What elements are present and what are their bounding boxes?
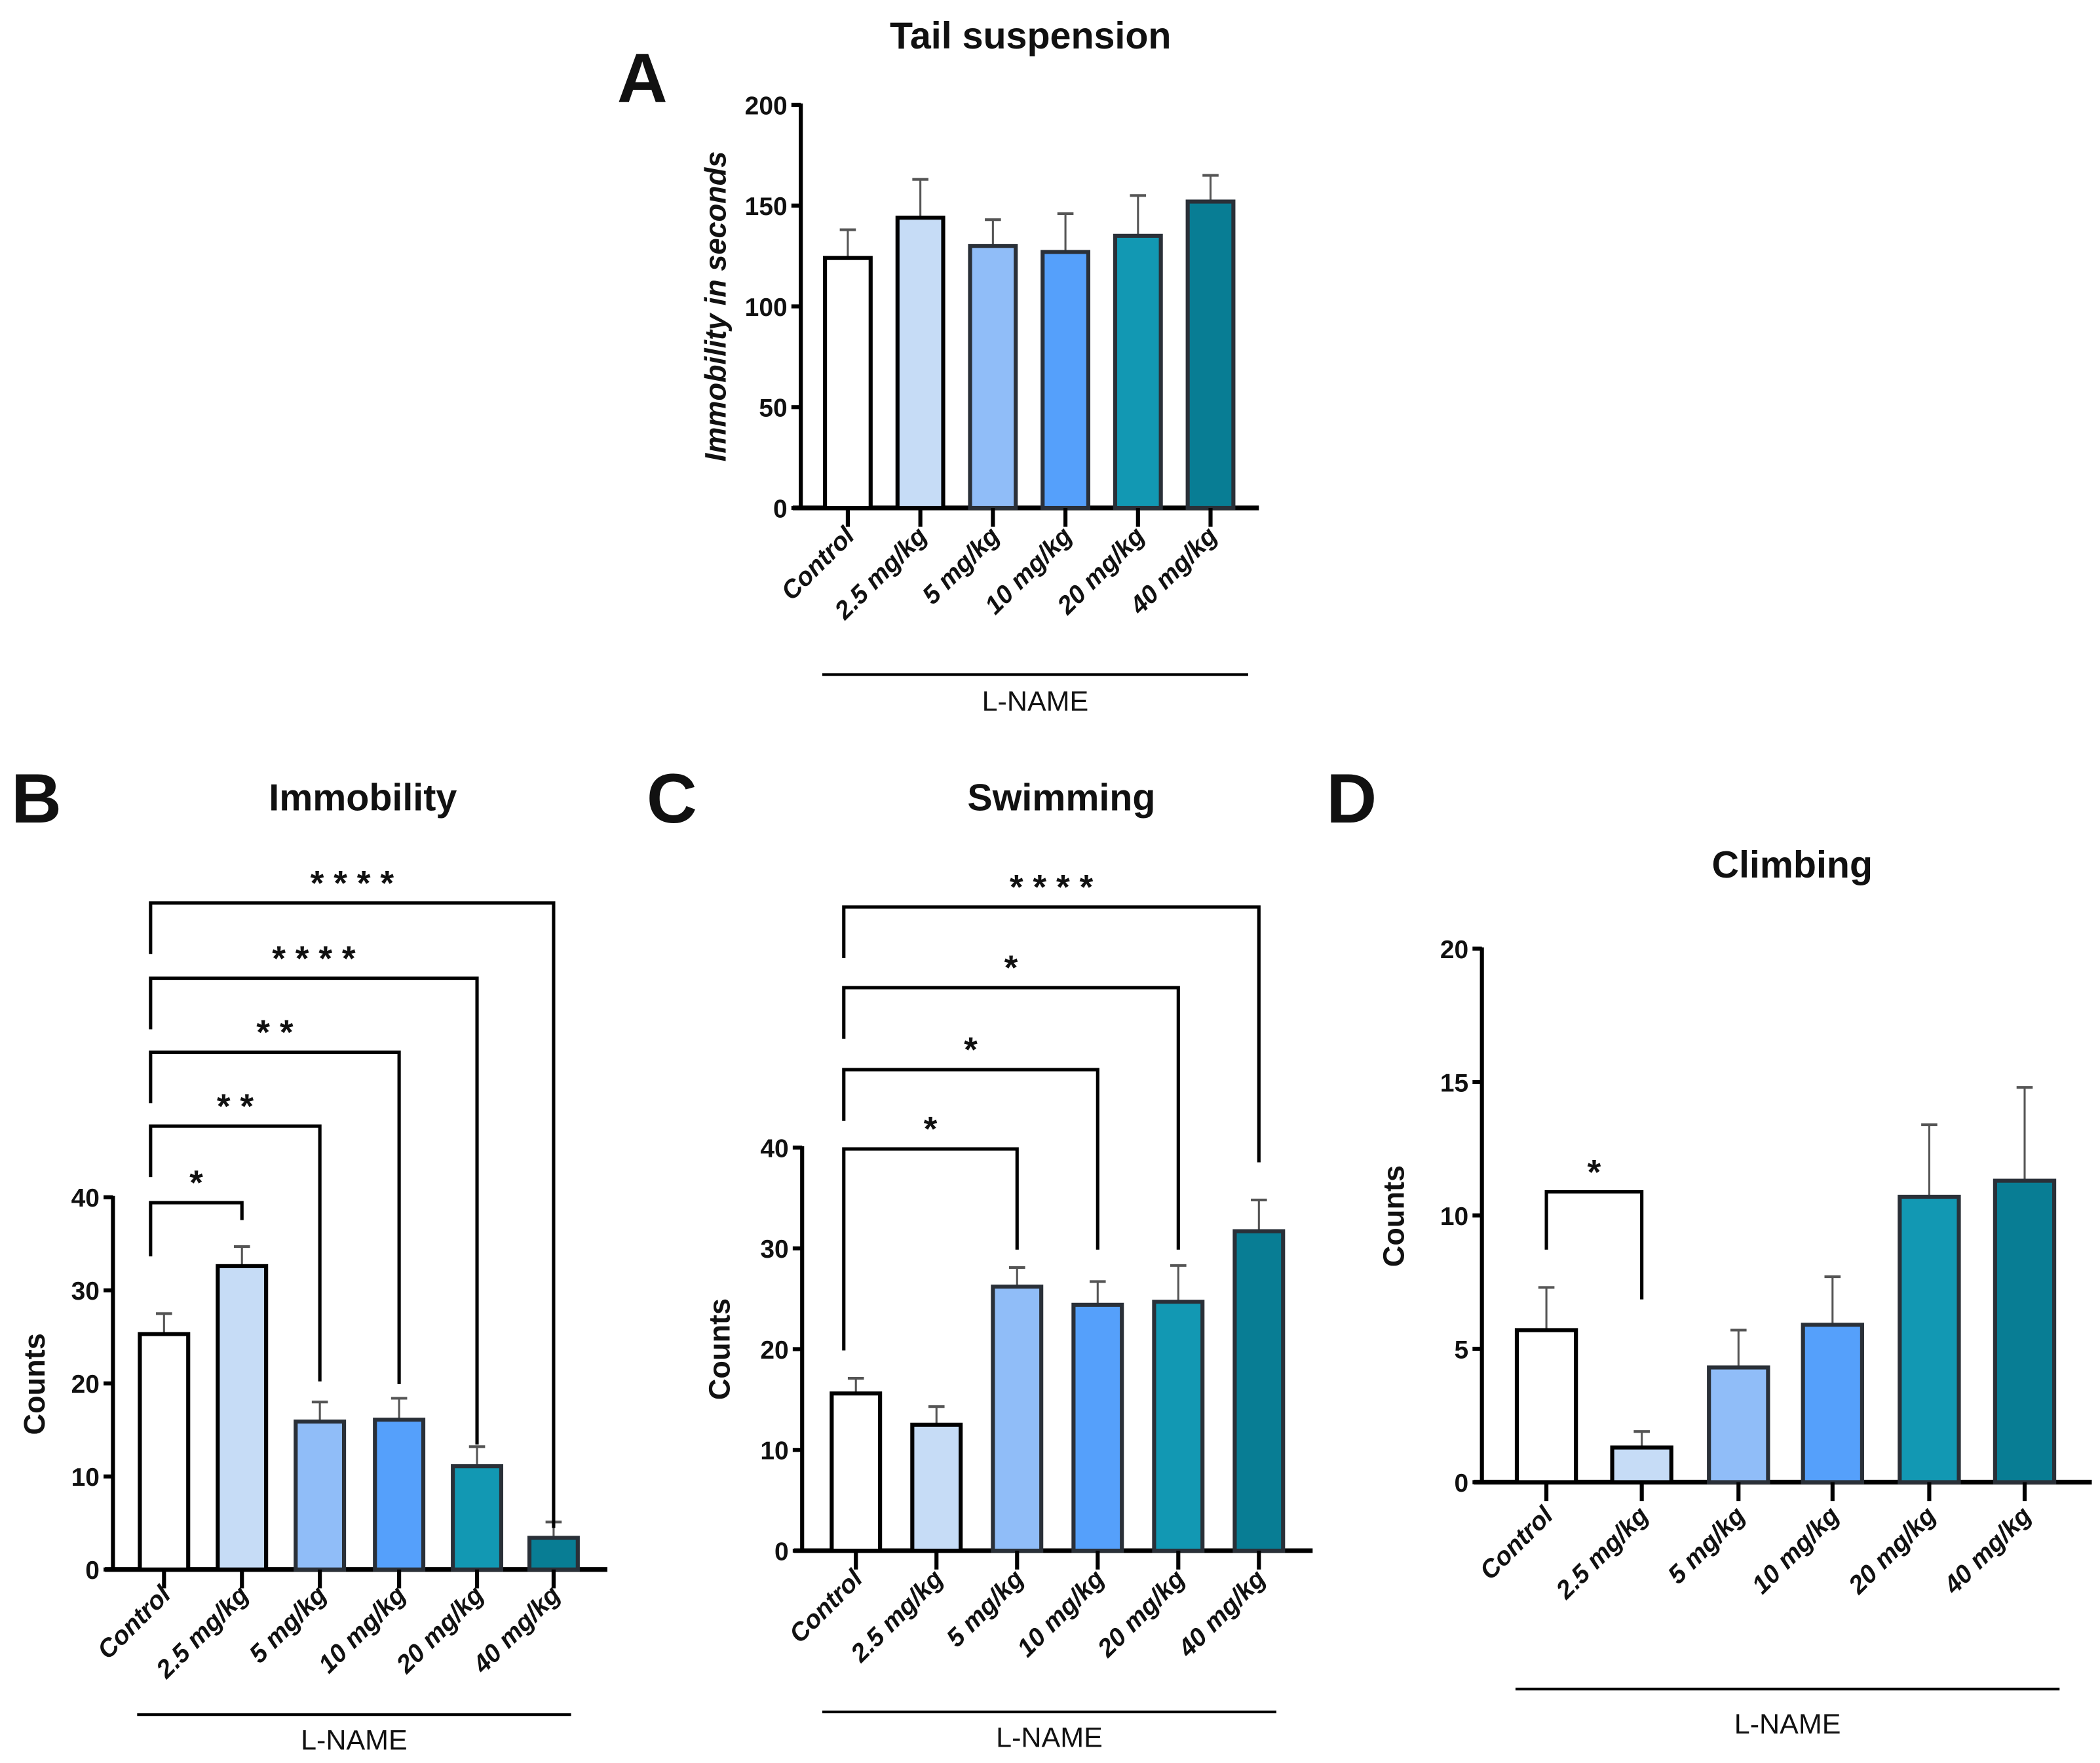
panel-c-group-label: L-NAME bbox=[996, 1722, 1103, 1753]
panel-b-bar bbox=[216, 1264, 269, 1572]
panel-c-significance-label: * bbox=[964, 1031, 978, 1070]
panel-a-y-tick-label: 0 bbox=[773, 495, 788, 523]
panel-c-bar bbox=[830, 1391, 883, 1553]
panel-d-category-label: 20 mg/kg bbox=[1843, 1501, 1942, 1600]
panel-a-bar bbox=[1185, 199, 1236, 511]
panel-d-title: Climbing bbox=[1712, 844, 1873, 886]
panel-b-y-axis-label: Counts bbox=[18, 1333, 51, 1435]
panel-d-group-label: L-NAME bbox=[1734, 1709, 1841, 1740]
panel-a-bar bbox=[968, 244, 1018, 511]
panel-a-y-axis-label: Immobility in seconds bbox=[698, 151, 732, 462]
panel-c-significance-label: * bbox=[924, 1110, 938, 1149]
panel-c-letter: C bbox=[647, 759, 697, 838]
panel-d-y-axis-label: Counts bbox=[1377, 1165, 1411, 1267]
panel-d-bar bbox=[1898, 1194, 1961, 1484]
panel-b-y-tick-label: 40 bbox=[71, 1184, 100, 1212]
panel-c-y-tick-label: 10 bbox=[760, 1437, 788, 1465]
panel-c-y-tick-label: 0 bbox=[774, 1538, 789, 1566]
panel-b-bar bbox=[527, 1536, 580, 1572]
panel-c-title: Swimming bbox=[967, 777, 1155, 819]
panel-c-bar bbox=[1232, 1229, 1286, 1553]
panel-c-category-label: Control bbox=[784, 1564, 869, 1648]
panel-a-y-tick-label: 50 bbox=[759, 395, 787, 423]
panel-d-y-tick-label: 0 bbox=[1455, 1469, 1469, 1498]
panel-d-y-tick-label: 5 bbox=[1455, 1336, 1469, 1364]
panel-b-letter: B bbox=[11, 759, 62, 838]
panel-c-category-label: 20 mg/kg bbox=[1092, 1564, 1191, 1663]
panel-c-bar bbox=[991, 1285, 1044, 1553]
panel-b-bar bbox=[294, 1419, 347, 1572]
panel-b-y-tick-label: 0 bbox=[85, 1557, 100, 1585]
panel-d-bar bbox=[1610, 1445, 1673, 1484]
panel-d-y-tick-label: 10 bbox=[1440, 1203, 1468, 1231]
panel-d-category-label: 5 mg/kg bbox=[1662, 1501, 1751, 1590]
panel-b-y-tick-label: 30 bbox=[71, 1277, 100, 1306]
panel-a-letter: A bbox=[617, 39, 668, 117]
panel-b-significance-label: * * * * bbox=[311, 864, 394, 903]
panel-c-significance-bracket bbox=[842, 1147, 1019, 1351]
panel-d-significance-label: * bbox=[1587, 1153, 1601, 1191]
panel-d-category-label: 2.5 mg/kg bbox=[1550, 1501, 1654, 1605]
panel-b-group-label: L-NAME bbox=[301, 1724, 408, 1756]
panel-c-significance-bracket bbox=[842, 986, 1180, 1250]
panel-c-bar bbox=[1071, 1302, 1124, 1553]
panel-b-bar bbox=[451, 1464, 504, 1572]
panel-d-y-tick-label: 15 bbox=[1440, 1069, 1468, 1097]
panel-c-significance-label: * bbox=[1004, 949, 1018, 988]
panel-c-category-label: 40 mg/kg bbox=[1173, 1564, 1272, 1663]
panel-a-bar bbox=[895, 216, 945, 511]
panel-c-y-tick-label: 20 bbox=[760, 1336, 788, 1365]
panel-d-bar bbox=[1801, 1323, 1864, 1484]
panel-c-bar bbox=[1152, 1300, 1205, 1553]
panel-b-title: Immobility bbox=[269, 777, 457, 819]
panel-b-y-tick-label: 20 bbox=[71, 1370, 100, 1399]
panel-d-bar bbox=[1993, 1178, 2057, 1484]
panel-c-y-axis-label: Counts bbox=[703, 1298, 736, 1400]
panel-d-letter: D bbox=[1326, 759, 1377, 838]
panel-b-significance-label: * * * * bbox=[272, 939, 356, 978]
panel-a-bar bbox=[1040, 250, 1091, 511]
panel-b-significance-label: * * bbox=[217, 1087, 254, 1126]
panel-d-bar bbox=[1514, 1328, 1578, 1484]
panel-b-significance-bracket bbox=[149, 1201, 244, 1257]
panel-d-bar bbox=[1707, 1365, 1770, 1484]
panel-b-significance-label: * bbox=[189, 1164, 203, 1203]
panel-b-significance-bracket bbox=[149, 977, 479, 1445]
panel-d-category-label: 10 mg/kg bbox=[1747, 1501, 1845, 1600]
panel-a-title: Tail suspension bbox=[890, 15, 1171, 57]
panel-c-significance-bracket bbox=[842, 1068, 1099, 1250]
panel-c-significance-label: * * * * bbox=[1010, 868, 1094, 907]
panel-c-category-label: 10 mg/kg bbox=[1012, 1564, 1110, 1663]
panel-a-y-tick-label: 100 bbox=[745, 294, 788, 322]
panel-b-significance-bracket bbox=[149, 1050, 401, 1384]
panel-d-y-tick-label: 20 bbox=[1440, 936, 1468, 964]
panel-b-bar bbox=[138, 1332, 191, 1572]
panel-a-y-tick-label: 200 bbox=[745, 92, 788, 120]
panel-a-y-tick-label: 150 bbox=[745, 193, 788, 221]
panel-c-y-tick-label: 30 bbox=[760, 1235, 788, 1264]
panel-c-bar bbox=[910, 1422, 963, 1553]
panel-d-category-label: 40 mg/kg bbox=[1938, 1501, 2037, 1600]
panel-b-y-tick-label: 10 bbox=[71, 1463, 100, 1492]
panel-b-significance-bracket bbox=[149, 1124, 322, 1382]
panel-c-significance-bracket bbox=[842, 905, 1261, 1163]
panel-b-significance-bracket bbox=[149, 901, 556, 1528]
panel-d-category-label: Control bbox=[1474, 1501, 1559, 1585]
panel-c-y-tick-label: 40 bbox=[760, 1134, 788, 1163]
panel-b-significance-label: * * bbox=[256, 1013, 294, 1052]
panel-a-bar bbox=[1113, 233, 1163, 511]
panel-d-significance-bracket bbox=[1544, 1190, 1644, 1300]
panel-a-bar bbox=[822, 256, 873, 511]
panel-b-bar bbox=[373, 1418, 426, 1572]
panel-a-group-label: L-NAME bbox=[982, 686, 1089, 718]
